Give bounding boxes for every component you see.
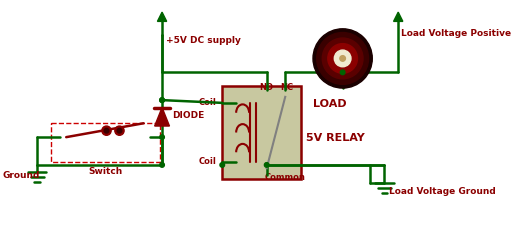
Polygon shape bbox=[157, 13, 167, 22]
Text: Coil: Coil bbox=[199, 156, 217, 165]
Circle shape bbox=[220, 163, 225, 168]
Circle shape bbox=[334, 51, 351, 68]
Polygon shape bbox=[155, 108, 169, 126]
Text: 5V RELAY: 5V RELAY bbox=[305, 133, 364, 142]
Text: LOAD: LOAD bbox=[313, 99, 346, 109]
Circle shape bbox=[340, 56, 345, 62]
Text: +5V DC supply: +5V DC supply bbox=[166, 36, 241, 45]
Circle shape bbox=[340, 71, 345, 75]
Circle shape bbox=[316, 33, 368, 85]
Circle shape bbox=[313, 30, 372, 89]
Circle shape bbox=[160, 135, 165, 140]
Text: Coil: Coil bbox=[199, 97, 217, 106]
Text: Load Voltage Ground: Load Voltage Ground bbox=[389, 186, 496, 195]
Circle shape bbox=[104, 129, 109, 134]
Text: Load Voltage Positive: Load Voltage Positive bbox=[401, 29, 511, 38]
Circle shape bbox=[102, 126, 111, 136]
Circle shape bbox=[117, 129, 122, 134]
Circle shape bbox=[160, 98, 165, 103]
Circle shape bbox=[160, 163, 165, 168]
Text: DIODE: DIODE bbox=[172, 110, 204, 119]
Bar bbox=[51, 124, 160, 162]
Circle shape bbox=[328, 44, 357, 74]
Text: Switch: Switch bbox=[89, 166, 123, 175]
Text: Ground: Ground bbox=[3, 170, 40, 179]
Circle shape bbox=[322, 39, 363, 79]
Text: NC: NC bbox=[280, 83, 294, 92]
Bar bbox=[222, 87, 301, 179]
Circle shape bbox=[115, 126, 124, 136]
Polygon shape bbox=[394, 13, 403, 22]
Circle shape bbox=[265, 163, 269, 168]
Text: NO: NO bbox=[259, 83, 274, 92]
Circle shape bbox=[160, 98, 165, 103]
Text: Common: Common bbox=[265, 172, 305, 181]
